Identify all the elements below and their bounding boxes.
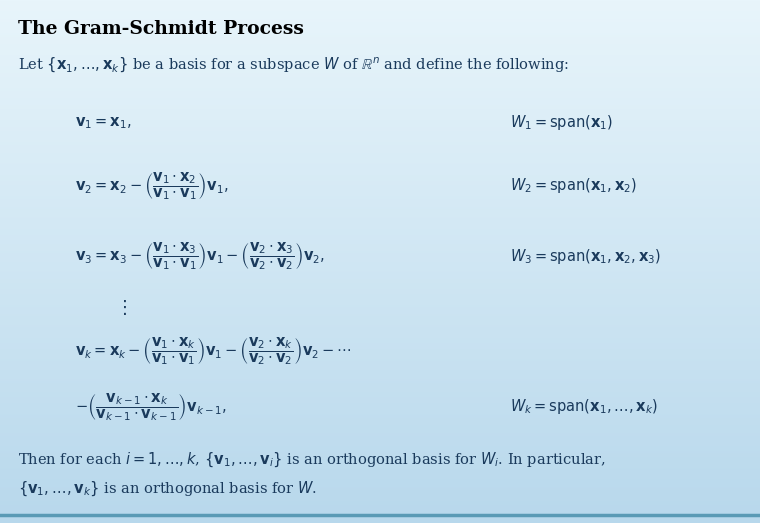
Text: $W_1 = \mathrm{span}(\mathbf{x}_1)$: $W_1 = \mathrm{span}(\mathbf{x}_1)$ [510,113,613,132]
Text: $\{\mathbf{v}_1, \ldots, \mathbf{v}_k\}$ is an orthogonal basis for $W$.: $\{\mathbf{v}_1, \ldots, \mathbf{v}_k\}$… [18,480,317,498]
Text: $W_2 = \mathrm{span}(\mathbf{x}_1, \mathbf{x}_2)$: $W_2 = \mathrm{span}(\mathbf{x}_1, \math… [510,176,637,195]
Text: $\vdots$: $\vdots$ [115,298,127,316]
Text: $\mathbf{v}_1 = \mathbf{x}_1,$: $\mathbf{v}_1 = \mathbf{x}_1,$ [75,115,131,131]
Text: $\mathbf{v}_3 = \mathbf{x}_3 - \left(\dfrac{\mathbf{v}_1 \cdot \mathbf{x}_3}{\ma: $\mathbf{v}_3 = \mathbf{x}_3 - \left(\df… [75,240,325,272]
Text: $W_k = \mathrm{span}(\mathbf{x}_1, \ldots, \mathbf{x}_k)$: $W_k = \mathrm{span}(\mathbf{x}_1, \ldot… [510,397,658,416]
Text: The Gram-Schmidt Process: The Gram-Schmidt Process [18,20,304,38]
Text: Let $\{\mathbf{x}_1, \ldots, \mathbf{x}_k\}$ be a basis for a subspace $W$ of $\: Let $\{\mathbf{x}_1, \ldots, \mathbf{x}_… [18,56,569,75]
Text: $- \left(\dfrac{\mathbf{v}_{k-1} \cdot \mathbf{x}_k}{\mathbf{v}_{k-1} \cdot \mat: $- \left(\dfrac{\mathbf{v}_{k-1} \cdot \… [75,391,227,423]
Text: $\mathbf{v}_2 = \mathbf{x}_2 - \left(\dfrac{\mathbf{v}_1 \cdot \mathbf{x}_2}{\ma: $\mathbf{v}_2 = \mathbf{x}_2 - \left(\df… [75,169,228,202]
Text: $W_3 = \mathrm{span}(\mathbf{x}_1, \mathbf{x}_2, \mathbf{x}_3)$: $W_3 = \mathrm{span}(\mathbf{x}_1, \math… [510,247,661,266]
Text: $\mathbf{v}_k = \mathbf{x}_k - \left(\dfrac{\mathbf{v}_1 \cdot \mathbf{x}_k}{\ma: $\mathbf{v}_k = \mathbf{x}_k - \left(\df… [75,335,352,368]
Text: Then for each $i = 1, \ldots, k$, $\{\mathbf{v}_1, \ldots, \mathbf{v}_i\}$ is an: Then for each $i = 1, \ldots, k$, $\{\ma… [18,451,606,469]
